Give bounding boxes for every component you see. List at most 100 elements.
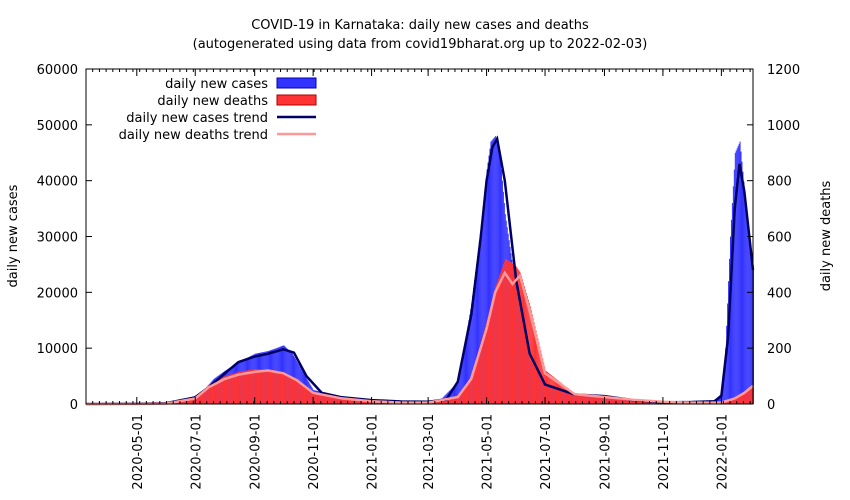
cases-bar bbox=[480, 225, 482, 404]
deaths-bar bbox=[634, 399, 636, 404]
cases-bar bbox=[477, 256, 478, 404]
deaths-bar bbox=[203, 389, 205, 404]
deaths-bar bbox=[303, 384, 305, 404]
deaths-bar bbox=[624, 398, 626, 404]
deaths-bar bbox=[487, 316, 489, 404]
deaths-bar bbox=[333, 396, 335, 404]
deaths-bar bbox=[266, 370, 268, 404]
deaths-bar bbox=[352, 399, 354, 404]
deaths-bar bbox=[189, 399, 191, 404]
deaths-bar bbox=[261, 369, 263, 404]
deaths-bar bbox=[734, 398, 736, 404]
legend: daily new cases daily new deaths daily new… bbox=[119, 77, 317, 143]
deaths-bars bbox=[137, 258, 754, 405]
deaths-bar bbox=[640, 400, 642, 404]
deaths-bar bbox=[565, 386, 567, 404]
deaths-bar bbox=[279, 372, 281, 404]
deaths-bar bbox=[231, 373, 233, 404]
deaths-bar bbox=[358, 399, 360, 404]
deaths-bar bbox=[477, 351, 479, 404]
deaths-bar bbox=[291, 376, 293, 404]
deaths-bar bbox=[338, 397, 340, 404]
deaths-bar bbox=[626, 399, 628, 404]
deaths-bar bbox=[589, 395, 591, 404]
deaths-bar bbox=[214, 381, 216, 404]
deaths-bar bbox=[288, 375, 290, 404]
deaths-bar bbox=[342, 398, 344, 404]
deaths-bar bbox=[517, 268, 519, 404]
deaths-bar bbox=[546, 371, 547, 404]
deaths-bar bbox=[222, 377, 224, 404]
deaths-bar bbox=[318, 393, 320, 404]
cases-bar bbox=[482, 206, 484, 404]
deaths-bar bbox=[439, 400, 441, 404]
deaths-bar bbox=[235, 372, 237, 404]
deaths-bar bbox=[519, 271, 521, 404]
deaths-bar bbox=[347, 398, 349, 404]
y-tick-label: 0 bbox=[70, 398, 78, 413]
deaths-bar bbox=[574, 394, 576, 404]
cases-bar bbox=[484, 188, 486, 404]
x-tick-label: 2020-05-01 bbox=[131, 414, 146, 490]
deaths-bar bbox=[296, 378, 298, 405]
trend-lines bbox=[85, 135, 755, 406]
deaths-bar bbox=[485, 323, 487, 404]
deaths-bar bbox=[553, 377, 555, 404]
cases-bar bbox=[459, 370, 461, 404]
cases-bar bbox=[741, 161, 743, 404]
deaths-bar bbox=[362, 400, 364, 404]
cases-bar bbox=[751, 252, 753, 404]
deaths-bar bbox=[339, 397, 340, 404]
cases-bar bbox=[731, 203, 733, 404]
deaths-bar bbox=[227, 375, 229, 404]
y-tick-label: 60000 bbox=[37, 63, 78, 78]
x-tick-label: 2020-09-01 bbox=[249, 414, 264, 490]
legend-label: daily new cases trend bbox=[126, 111, 268, 126]
deaths-bar bbox=[277, 372, 279, 404]
deaths-bar bbox=[500, 272, 501, 404]
deaths-bar bbox=[316, 393, 318, 404]
deaths-bar bbox=[328, 395, 330, 404]
deaths-bar bbox=[512, 263, 514, 404]
deaths-bar bbox=[220, 378, 222, 404]
deaths-bar bbox=[315, 393, 317, 404]
deaths-bar bbox=[580, 394, 582, 404]
deaths-bar bbox=[578, 394, 580, 404]
deaths-bar bbox=[511, 262, 513, 404]
deaths-bar bbox=[728, 400, 730, 404]
deaths-bar bbox=[727, 400, 729, 404]
deaths-bar bbox=[219, 379, 221, 404]
deaths-bar bbox=[467, 382, 469, 404]
deaths-bar bbox=[228, 374, 230, 404]
deaths-bar bbox=[357, 399, 359, 404]
y-tick-label: 50000 bbox=[37, 119, 78, 134]
deaths-bar bbox=[572, 392, 574, 404]
cases-bar bbox=[735, 150, 737, 404]
deaths-bar bbox=[183, 400, 185, 404]
deaths-bar bbox=[350, 399, 352, 404]
deaths-bar bbox=[344, 398, 346, 404]
axes: 0 10000 20000 30000 40000 50000 60000 0 200 400 60… bbox=[37, 63, 800, 490]
deaths-bar bbox=[631, 399, 633, 404]
cases-bar bbox=[724, 360, 726, 404]
cases-bar bbox=[497, 144, 499, 404]
cases-bar bbox=[476, 264, 478, 404]
deaths-bar bbox=[740, 394, 742, 404]
deaths-bar bbox=[463, 388, 465, 404]
deaths-bar bbox=[509, 261, 511, 405]
y2-tick-label: 600 bbox=[767, 231, 792, 246]
deaths-bar bbox=[469, 379, 471, 404]
deaths-bar bbox=[595, 396, 597, 404]
deaths-bar bbox=[473, 369, 475, 404]
deaths-bar bbox=[292, 376, 294, 404]
deaths-bar bbox=[523, 286, 525, 404]
deaths-bar bbox=[305, 386, 307, 404]
deaths-bar bbox=[330, 396, 332, 404]
deaths-bar bbox=[331, 396, 333, 404]
deaths-bar bbox=[186, 399, 188, 404]
deaths-bar bbox=[213, 382, 215, 404]
y-tick-label: 40000 bbox=[37, 175, 78, 190]
cases-bar bbox=[491, 140, 493, 404]
deaths-bar bbox=[547, 372, 549, 404]
